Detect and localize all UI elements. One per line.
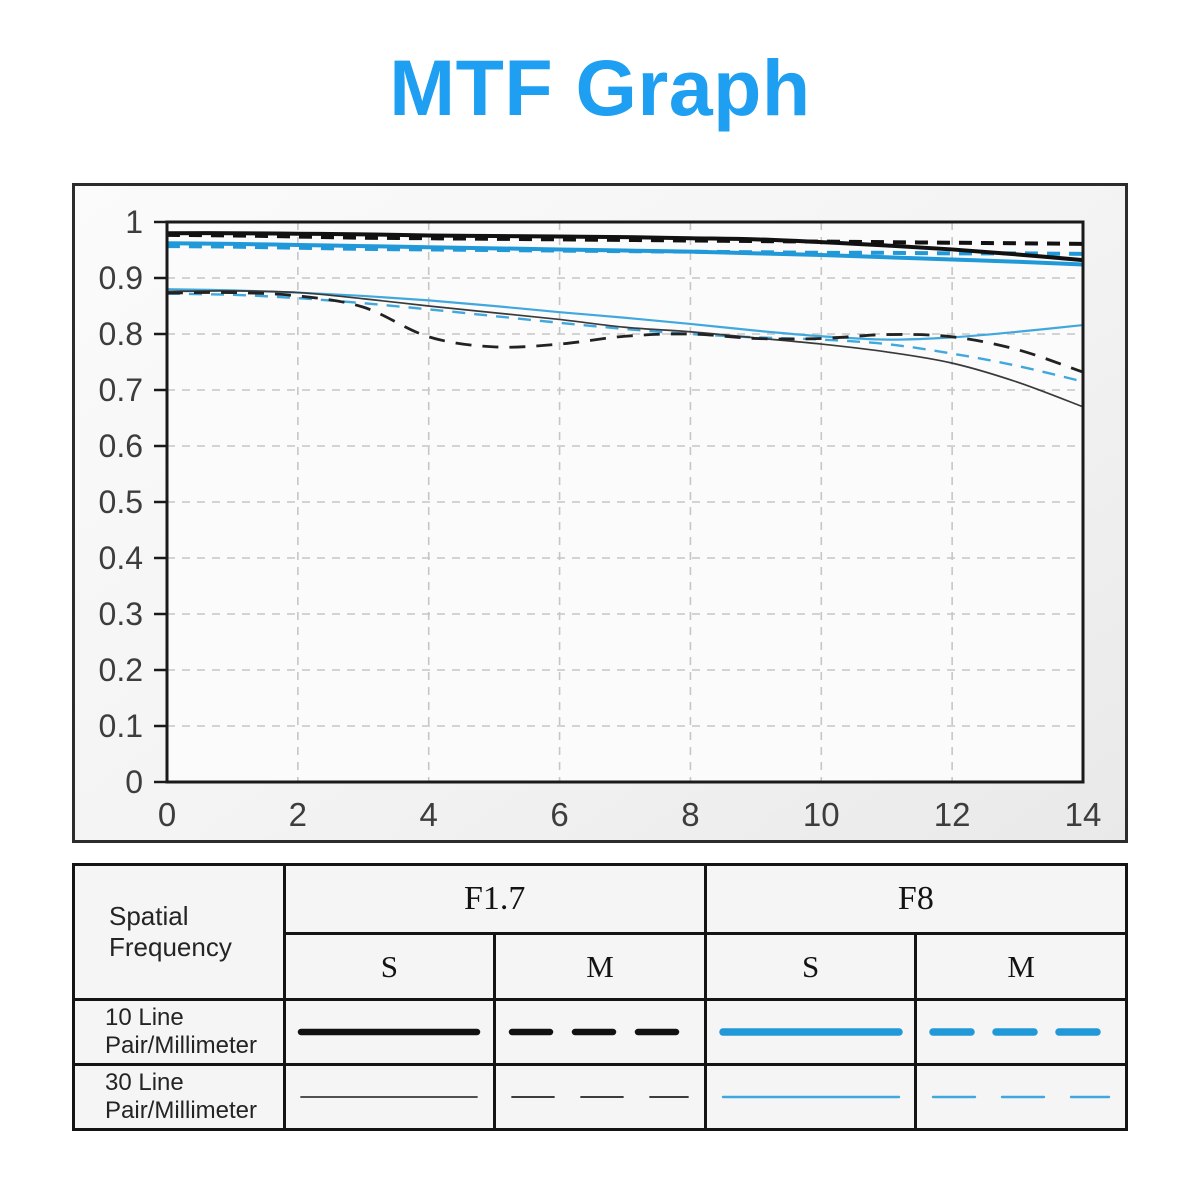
aperture-f8-header: F8 bbox=[703, 863, 1129, 935]
line-sample-f8-m-10 bbox=[914, 998, 1128, 1066]
svg-text:12: 12 bbox=[934, 796, 971, 833]
line-sample-f8-m-30 bbox=[914, 1063, 1128, 1131]
svg-text:0.4: 0.4 bbox=[99, 540, 143, 576]
svg-text:4: 4 bbox=[420, 796, 438, 833]
aperture-f17-header: F1.7 bbox=[282, 863, 707, 935]
legend-header-row-apertures: Spatial Frequency F1.7 F8 bbox=[72, 863, 1129, 1001]
svg-text:0.5: 0.5 bbox=[99, 484, 143, 520]
svg-text:0: 0 bbox=[125, 764, 143, 800]
line-sample-f17-m-30 bbox=[493, 1063, 707, 1131]
line-sample-f17-s-10 bbox=[282, 998, 497, 1066]
line-sample-f17-s-30 bbox=[282, 1063, 497, 1131]
svg-text:0.6: 0.6 bbox=[99, 428, 143, 464]
line-sample-f8-s-10 bbox=[703, 998, 918, 1066]
svg-text:1: 1 bbox=[125, 204, 143, 240]
row-label-30lp: 30 Line Pair/Millimeter bbox=[72, 1063, 286, 1131]
f8-sagittal-header: S bbox=[703, 932, 918, 1001]
mtf-chart-panel: 0 0.1 0.2 0.3 0.4 0.5 0.6 0.7 0.8 0.9 1 0 2 4 6 8 10 12 14 bbox=[72, 183, 1128, 843]
legend-header-row-orientation: S M S M bbox=[74, 932, 1128, 1001]
legend-table: Spatial Frequency F1.7 F8 S M S M 10 Lin… bbox=[72, 863, 1129, 1131]
svg-text:0.8: 0.8 bbox=[99, 316, 143, 352]
svg-text:0.1: 0.1 bbox=[99, 708, 143, 744]
spatial-frequency-label: Spatial Frequency bbox=[72, 863, 286, 1001]
svg-text:0.7: 0.7 bbox=[99, 372, 143, 408]
svg-text:0.9: 0.9 bbox=[99, 260, 143, 296]
svg-text:0.2: 0.2 bbox=[99, 652, 143, 688]
svg-text:8: 8 bbox=[681, 796, 699, 833]
f17-meridional-header: M bbox=[493, 932, 707, 1001]
legend-row-10lp: 10 Line Pair/Millimeter bbox=[72, 998, 1128, 1066]
svg-text:2: 2 bbox=[289, 796, 307, 833]
legend-row-30lp: 30 Line Pair/Millimeter bbox=[72, 1063, 1128, 1131]
page-title: MTF Graph bbox=[389, 43, 811, 132]
line-sample-f8-s-30 bbox=[703, 1063, 918, 1131]
svg-text:0: 0 bbox=[158, 796, 176, 833]
svg-text:0.3: 0.3 bbox=[99, 596, 143, 632]
f17-sagittal-header: S bbox=[282, 932, 497, 1001]
mtf-chart: 00.10.20.30.40.50.60.70.80.910 2 4 6 8 10 12 14 bbox=[99, 204, 1102, 833]
svg-text:14: 14 bbox=[1065, 796, 1102, 833]
svg-text:6: 6 bbox=[550, 796, 568, 833]
row-label-10lp: 10 Line Pair/Millimeter bbox=[72, 998, 286, 1066]
svg-text:10: 10 bbox=[803, 796, 840, 833]
line-sample-f17-m-10 bbox=[493, 998, 707, 1066]
f8-meridional-header: M bbox=[914, 932, 1128, 1001]
